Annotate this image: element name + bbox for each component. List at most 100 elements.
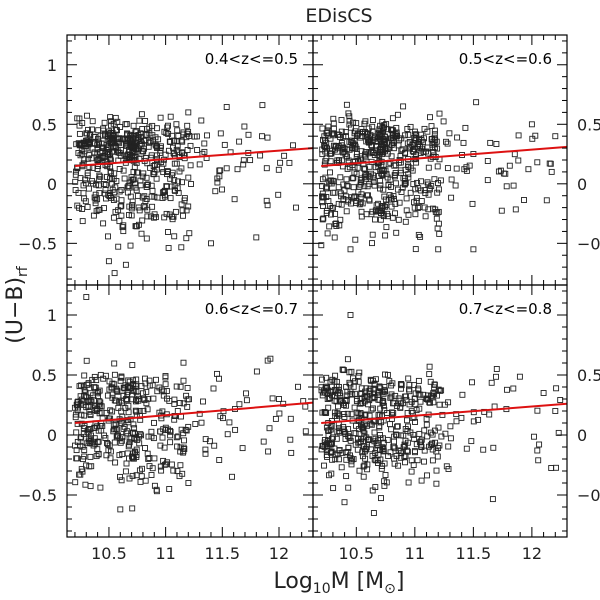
- data-point: [132, 223, 139, 230]
- data-point: [335, 200, 342, 207]
- data-point: [80, 425, 87, 432]
- data-point-outlier: [117, 506, 124, 513]
- data-point: [171, 416, 178, 423]
- data-point: [372, 135, 378, 142]
- data-point: [223, 165, 230, 172]
- data-point: [330, 204, 336, 211]
- data-point: [484, 177, 491, 184]
- data-point: [79, 218, 86, 225]
- data-point: [330, 485, 337, 492]
- data-point: [516, 373, 523, 380]
- data-point: [355, 378, 362, 385]
- data-point: [202, 446, 209, 453]
- data-point: [72, 187, 79, 193]
- y-axis-title-main: (U−B): [3, 277, 28, 344]
- data-point: [138, 111, 145, 118]
- data-point: [383, 202, 390, 208]
- data-point: [383, 224, 390, 231]
- data-point: [322, 144, 329, 151]
- data-point: [392, 210, 398, 217]
- data-point: [354, 130, 361, 137]
- data-point: [129, 202, 136, 208]
- data-point: [490, 444, 497, 451]
- data-point: [377, 177, 384, 184]
- data-point: [493, 141, 500, 147]
- x-axis-title-prefix: Log: [274, 569, 313, 594]
- data-point: [98, 409, 105, 416]
- data-point: [113, 138, 120, 145]
- data-point: [368, 211, 375, 218]
- panel-markers: [318, 99, 567, 253]
- data-point: [377, 385, 384, 392]
- data-point: [118, 197, 125, 204]
- data-point: [366, 436, 373, 443]
- data-point: [139, 194, 146, 201]
- data-point: [118, 212, 125, 219]
- data-point: [395, 462, 402, 469]
- data-point: [421, 187, 428, 194]
- data-point: [112, 142, 119, 149]
- data-point: [84, 203, 91, 210]
- data-point: [412, 401, 419, 408]
- data-point: [178, 244, 185, 251]
- data-point: [73, 447, 80, 454]
- data-point: [234, 166, 241, 173]
- data-point: [424, 128, 431, 135]
- data-point: [133, 446, 140, 453]
- data-point: [405, 131, 412, 138]
- data-point: [363, 175, 370, 182]
- data-point: [107, 114, 114, 121]
- data-point: [120, 228, 127, 235]
- data-point: [120, 167, 127, 174]
- data-point: [332, 210, 339, 217]
- x-tick-label: 12: [269, 544, 289, 563]
- data-point-outlier: [208, 240, 214, 247]
- data-point: [112, 459, 119, 466]
- data-point: [343, 101, 350, 108]
- y-tick-label: 1: [47, 306, 57, 325]
- data-point: [82, 176, 89, 183]
- data-point: [110, 120, 117, 127]
- data-point: [436, 110, 443, 117]
- data-point: [356, 467, 363, 474]
- data-point: [421, 204, 428, 211]
- data-point: [98, 427, 105, 434]
- data-point: [411, 146, 418, 153]
- data-point: [160, 169, 167, 176]
- data-point: [129, 198, 136, 205]
- data-point: [324, 132, 331, 139]
- data-point-outlier: [105, 258, 112, 265]
- data-point: [321, 462, 327, 469]
- data-point: [416, 439, 423, 446]
- data-point: [125, 183, 132, 189]
- data-point: [105, 138, 112, 144]
- data-point: [417, 233, 424, 240]
- data-point: [165, 122, 171, 129]
- data-point: [115, 149, 122, 156]
- data-point: [370, 178, 377, 185]
- data-point: [295, 383, 301, 390]
- data-point: [324, 396, 331, 402]
- data-point: [101, 181, 108, 187]
- data-point: [403, 195, 410, 202]
- data-point: [346, 369, 353, 376]
- data-point: [107, 407, 114, 414]
- data-point: [72, 171, 79, 178]
- data-point: [124, 450, 131, 457]
- data-point: [412, 211, 419, 218]
- data-point: [81, 195, 88, 202]
- data-point: [390, 127, 397, 134]
- data-point: [362, 411, 369, 418]
- data-point: [112, 208, 119, 215]
- data-point: [422, 213, 429, 220]
- data-point: [358, 435, 365, 442]
- data-point: [326, 427, 333, 434]
- data-point: [143, 235, 150, 242]
- data-point: [79, 443, 86, 450]
- data-point: [435, 220, 442, 227]
- data-point: [116, 188, 123, 195]
- data-point: [433, 138, 440, 145]
- data-point: [341, 499, 348, 506]
- data-point: [149, 382, 156, 389]
- data-point: [418, 178, 424, 185]
